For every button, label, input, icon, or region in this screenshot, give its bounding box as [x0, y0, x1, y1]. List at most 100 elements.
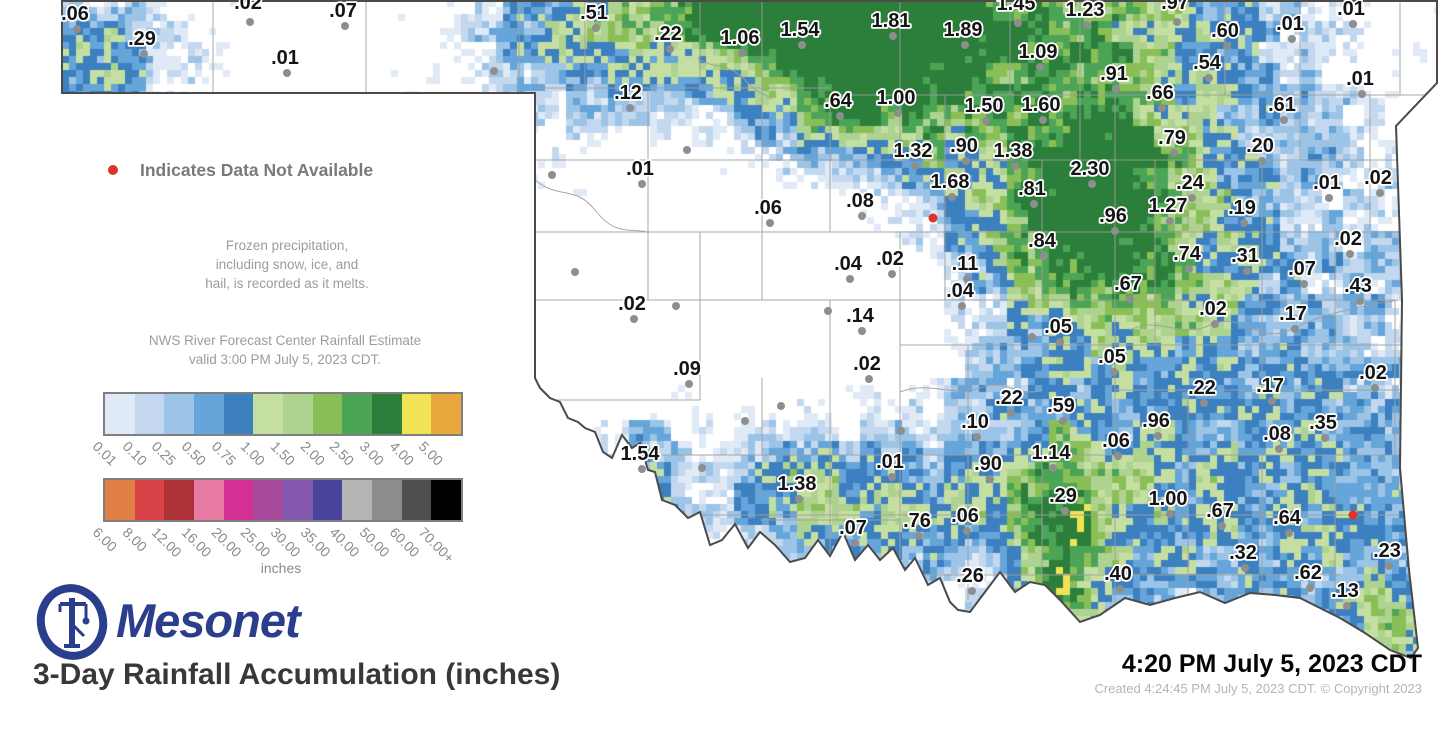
legend-color-cell	[253, 480, 284, 520]
station-value-label: .13	[1331, 580, 1359, 602]
station-dot	[1030, 200, 1038, 208]
missing-data-note: Indicates Data Not Available	[140, 160, 374, 180]
station-value-label: .76	[903, 510, 931, 532]
legend-colorbar-high	[103, 478, 463, 522]
station-dot	[1218, 522, 1226, 530]
station-dot	[1185, 265, 1193, 273]
station-value-label: .64	[1273, 507, 1302, 529]
station-value-label: .74	[1173, 243, 1202, 265]
station-dot	[1343, 602, 1351, 610]
legend-color-cell	[401, 480, 432, 520]
station-dot	[1243, 267, 1251, 275]
station-value-label: .84	[1028, 230, 1057, 252]
station-dot	[246, 18, 254, 26]
station-value-label: .05	[1044, 316, 1072, 338]
station-dot	[1158, 104, 1166, 112]
station-value-label: .02	[618, 293, 646, 315]
station-value-label: .79	[1158, 127, 1186, 149]
legend-color-cell	[401, 394, 432, 434]
station-dot	[836, 112, 844, 120]
station-value-label: .01	[271, 47, 299, 69]
station-dot	[1114, 452, 1122, 460]
station-dot	[666, 45, 674, 53]
station-dot	[973, 433, 981, 441]
legend-color-cell	[223, 480, 254, 520]
station-value-label: .17	[1279, 303, 1307, 325]
legend-color-cell	[253, 394, 284, 434]
station-dot	[1166, 510, 1174, 518]
station-value-label: .22	[654, 23, 682, 45]
station-dot	[1154, 432, 1162, 440]
station-dot	[490, 67, 498, 75]
station-dot	[638, 465, 646, 473]
station-value-label: .02	[1364, 167, 1392, 189]
map-title: 3-Day Rainfall Accumulation (inches)	[33, 658, 561, 691]
station-dot	[1205, 74, 1213, 82]
station-dot	[1056, 338, 1064, 346]
legend-color-cell	[283, 480, 313, 520]
station-dot	[888, 270, 896, 278]
station-dot	[1385, 562, 1393, 570]
station-dot	[685, 380, 693, 388]
station-value-label: 1.81	[872, 10, 911, 32]
station-dot	[1240, 219, 1248, 227]
station-value-label: .19	[1228, 197, 1256, 219]
station-value-label: .06	[754, 197, 782, 219]
station-dot	[858, 327, 866, 335]
station-dot	[571, 268, 579, 276]
station-dot	[961, 41, 969, 49]
station-dot	[851, 539, 859, 547]
legend-color-cell	[431, 480, 462, 520]
nws-estimate-note: NWS River Forecast Center Rainfall Estim…	[85, 331, 485, 369]
station-value-label: .12	[614, 82, 642, 104]
station-value-label: 1.54	[781, 19, 821, 41]
station-dot	[766, 219, 774, 227]
station-dot	[948, 193, 956, 201]
station-value-label: .17	[1256, 375, 1284, 397]
station-value-label: .07	[1288, 258, 1316, 280]
station-dot	[1007, 409, 1015, 417]
station-value-label: .29	[128, 28, 156, 50]
station-value-label: .60	[1211, 20, 1239, 42]
station-dot	[1112, 85, 1120, 93]
station-dot	[858, 212, 866, 220]
station-dot	[1300, 280, 1308, 288]
station-dot	[986, 475, 994, 483]
station-value-label: .81	[1018, 178, 1046, 200]
station-dot	[1223, 42, 1231, 50]
station-dot	[897, 427, 905, 435]
station-value-label: 1.89	[944, 19, 983, 41]
station-dot	[630, 315, 638, 323]
county-boundaries	[212, 2, 1437, 620]
station-value-label: .02	[853, 353, 881, 375]
station-dot	[889, 32, 897, 40]
station-dot	[1358, 90, 1366, 98]
missing-data-dot	[928, 213, 938, 223]
station-dot	[1040, 252, 1048, 260]
station-dot	[741, 417, 749, 425]
station-dot	[1371, 384, 1379, 392]
station-dot	[1321, 434, 1329, 442]
state-border	[61, 0, 1438, 660]
station-value-label: .01	[1346, 68, 1374, 90]
station-value-label: .02	[1199, 298, 1227, 320]
station-dot	[777, 402, 785, 410]
station-dot	[1268, 397, 1276, 405]
station-dot	[1028, 333, 1036, 341]
station-value-label: .04	[834, 253, 863, 275]
legend-color-cell	[342, 394, 373, 434]
station-dot	[1111, 227, 1119, 235]
station-dot	[963, 527, 971, 535]
station-value-label: 1.54	[621, 443, 661, 465]
station-dot	[1014, 19, 1022, 27]
legend-color-cell	[164, 480, 195, 520]
station-value-label: 1.23	[1066, 0, 1105, 21]
station-dot	[1241, 564, 1249, 572]
station-value-label: .01	[626, 158, 654, 180]
frozen-precip-line1: Frozen precipitation,	[225, 238, 349, 253]
station-dot	[798, 41, 806, 49]
station-dot	[982, 117, 990, 125]
station-dot	[865, 375, 873, 383]
station-value-label: .05	[1098, 346, 1126, 368]
